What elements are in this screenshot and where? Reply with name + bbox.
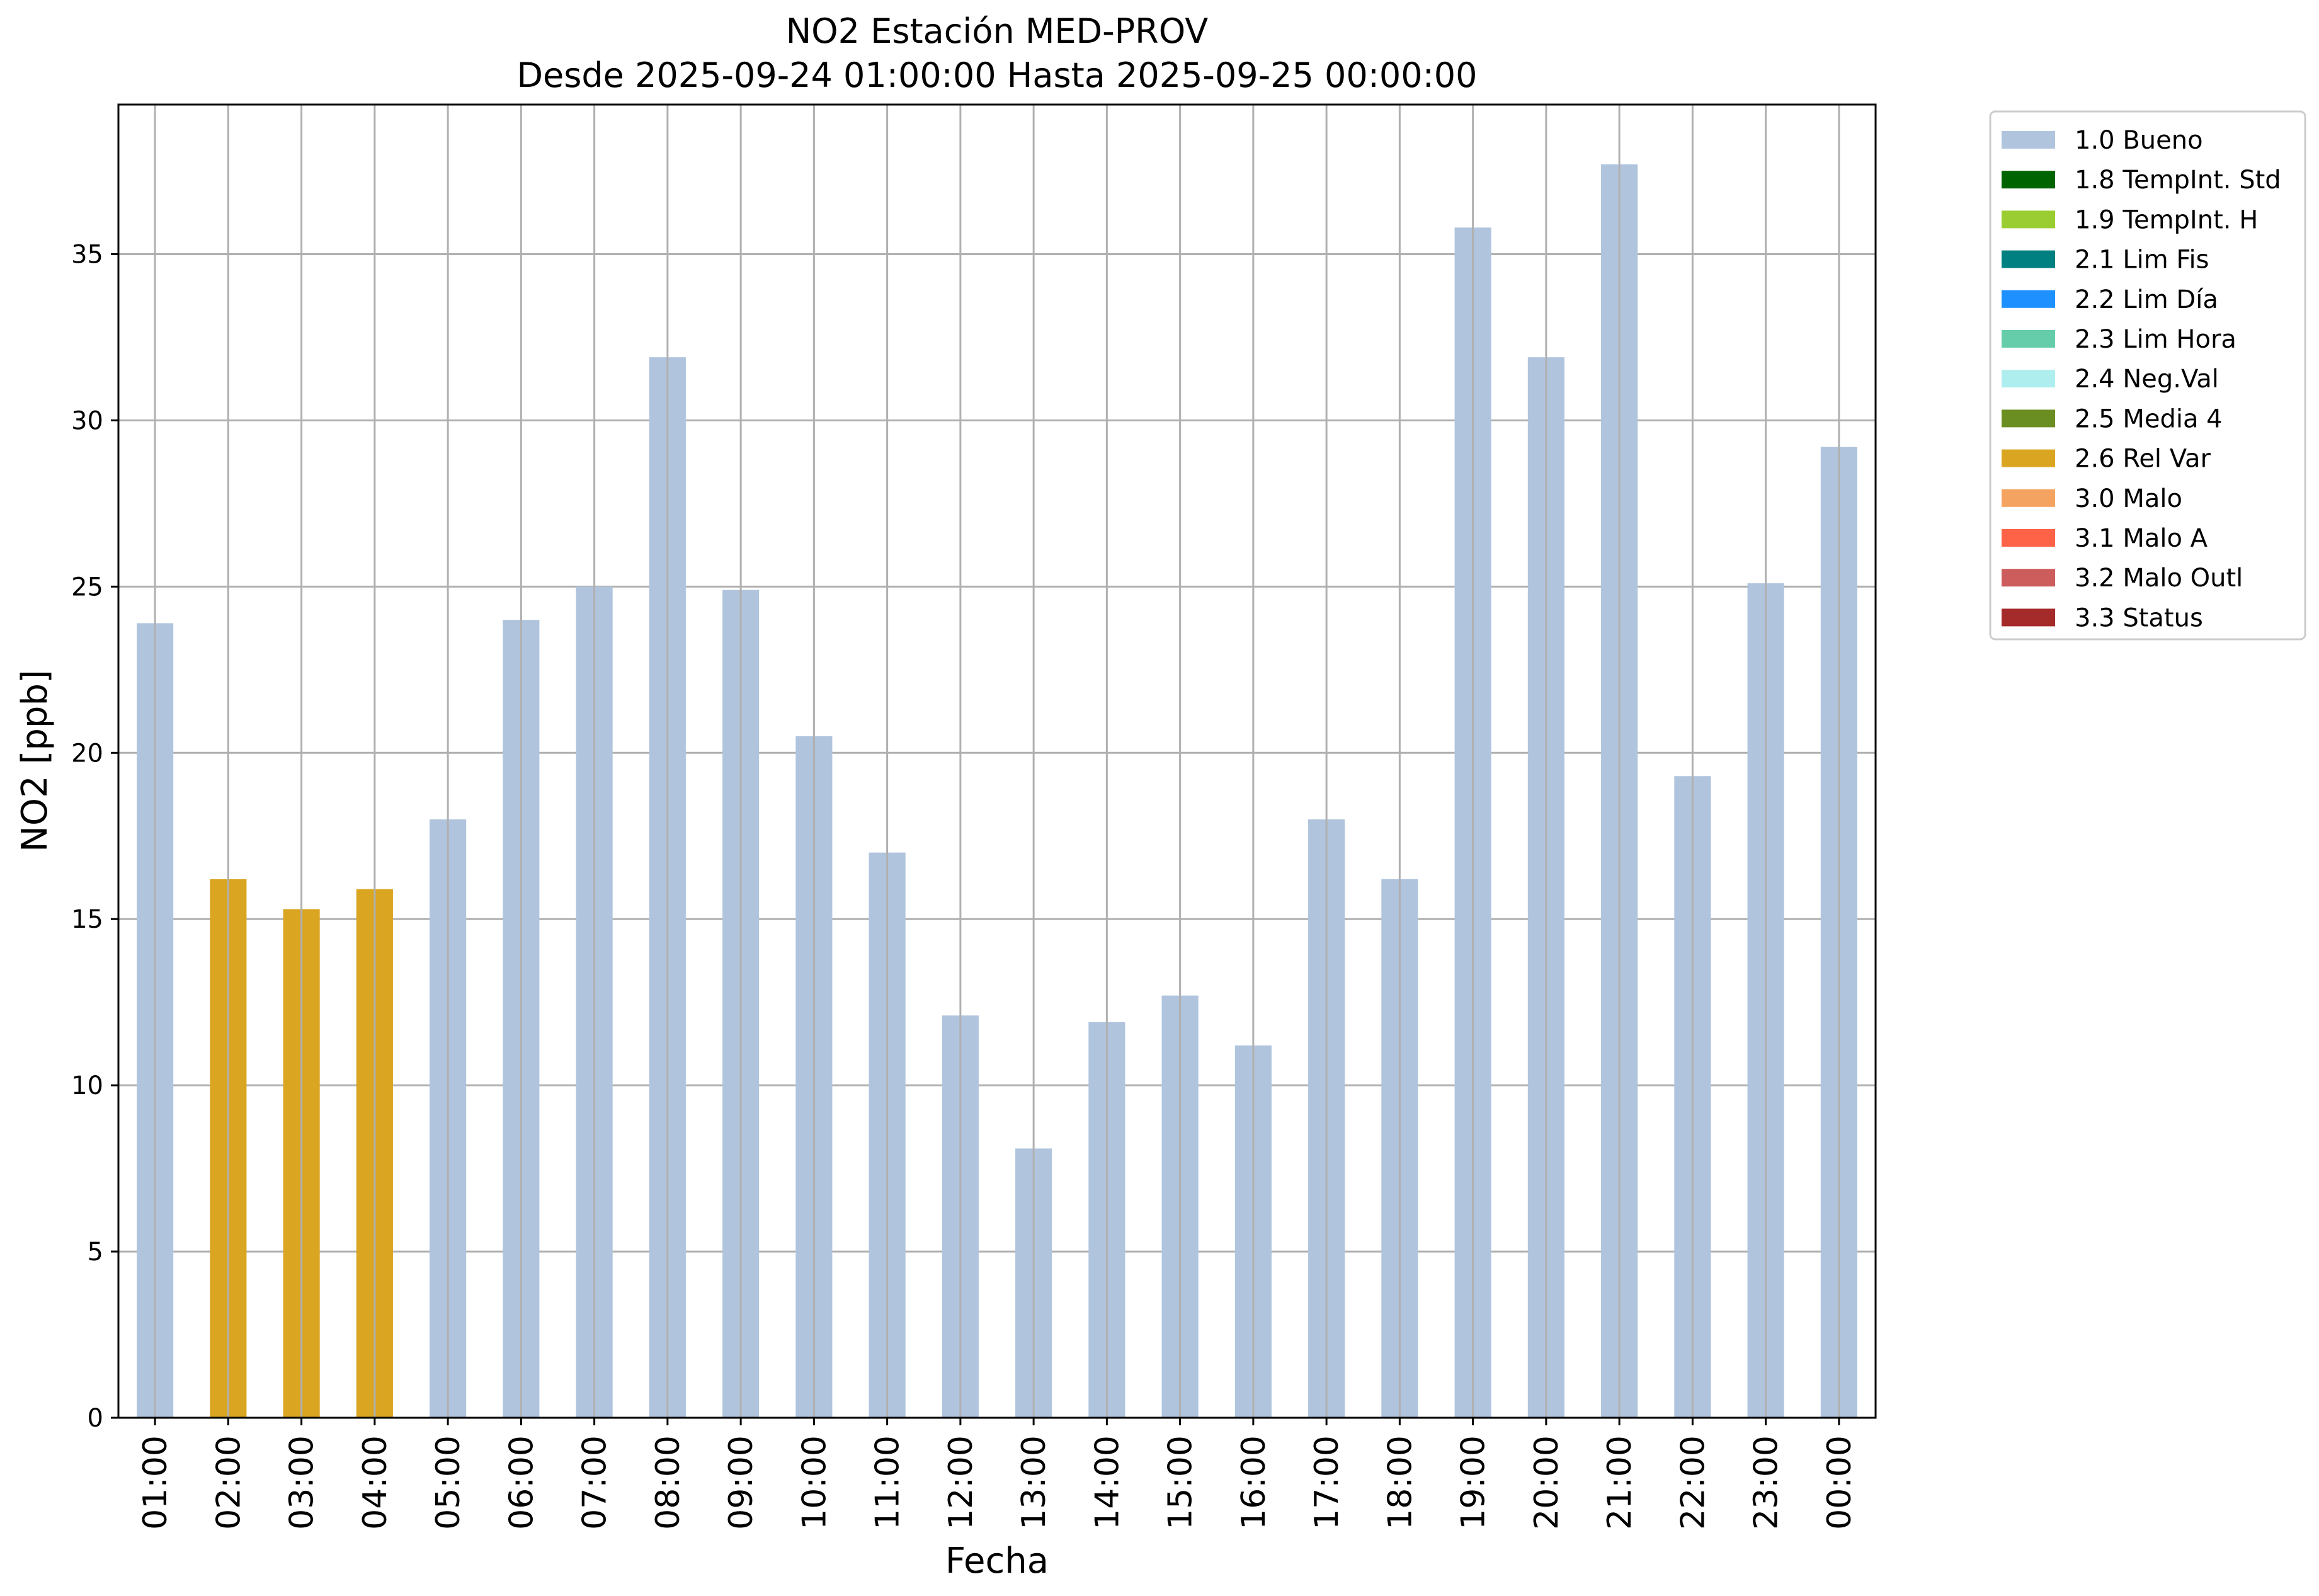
x-tick-label: 12:00 [942,1435,980,1530]
x-tick-label: 06:00 [503,1435,540,1530]
legend-label: 2.1 Lim Fis [2075,246,2209,275]
x-tick-label: 08:00 [649,1435,687,1530]
y-tick-label: 25 [71,573,103,601]
legend-swatch [2002,608,2055,627]
x-tick-label: 14:00 [1088,1435,1126,1530]
x-axis-label: Fecha [945,1541,1049,1582]
legend-swatch [2002,290,2055,308]
legend-swatch [2002,409,2055,428]
y-axis: 0 5 10 15 20 25 30 35 [71,241,118,1433]
legend-label: 3.0 Malo [2075,484,2182,513]
y-tick-label: 35 [71,241,103,270]
legend-label: 3.3 Status [2075,603,2203,632]
legend-label: 2.4 Neg.Val [2075,365,2219,394]
legend: 1.0 Bueno 1.8 TempInt. Std 1.9 TempInt. H 2… [1989,110,2306,641]
legend-label: 1.9 TempInt. H [2075,205,2258,234]
plot-frame [117,103,1877,1419]
legend-label: 2.3 Lim Hora [2075,325,2236,354]
legend-label: 3.2 Malo Outl [2075,564,2243,593]
legend-box [1989,110,2306,641]
x-tick-label: 10:00 [795,1435,833,1530]
plot-background [118,105,1876,1418]
y-tick-label: 0 [88,1404,103,1433]
y-tick-label: 15 [71,905,103,934]
x-tick-label: 15:00 [1162,1435,1200,1530]
legend-label: 1.0 Bueno [2075,126,2203,155]
x-tick-label: 00:00 [1821,1435,1859,1530]
x-tick-label: 13:00 [1015,1435,1053,1530]
x-tick-label: 09:00 [722,1435,760,1530]
chart-subtitle: Desde 2025-09-24 01:00:00 Hasta 2025-09-… [516,55,1477,95]
y-tick-label: 10 [71,1071,103,1100]
x-tick-label: 16:00 [1235,1435,1273,1530]
x-tick-label: 23:00 [1748,1435,1786,1530]
chart-title: NO2 Estación MED-PROV [786,11,1208,51]
legend-label: 2.6 Rel Var [2075,445,2211,474]
legend-swatch [2002,529,2055,547]
legend-swatch [2002,131,2055,149]
y-tick-label: 20 [71,739,103,768]
x-tick-label: 21:00 [1601,1435,1639,1530]
legend-label: 2.5 Media 4 [2075,404,2223,433]
x-tick-label: 22:00 [1674,1435,1712,1530]
bars [137,164,1857,1418]
x-axis: 01:00 02:00 03:00 04:00 05:00 06:00 07:00 08:00… [137,1418,1859,1530]
legend-label: 1.8 TempInt. Std [2075,166,2281,195]
x-tick-label: 11:00 [869,1435,907,1530]
x-tick-label: 19:00 [1455,1435,1493,1530]
legend-swatch [2002,569,2055,587]
x-tick-label: 04:00 [356,1435,394,1530]
x-tick-label: 18:00 [1381,1435,1419,1530]
y-axis-label: NO2 [ppb] [14,670,55,852]
legend-swatch [2002,210,2055,229]
legend-swatch [2002,370,2055,388]
x-tick-label: 07:00 [576,1435,614,1530]
legend-swatch [2002,250,2055,268]
y-tick-label: 5 [88,1238,103,1267]
legend-label: 3.1 Malo A [2075,524,2208,553]
x-tick-label: 03:00 [283,1435,321,1530]
legend-swatch [2002,171,2055,189]
legend-swatch [2002,330,2055,348]
legend-swatch [2002,449,2055,467]
x-tick-label: 05:00 [430,1435,467,1530]
legend-swatch [2002,489,2055,507]
x-tick-label: 02:00 [210,1435,248,1530]
y-tick-label: 30 [71,406,103,435]
plot-area [117,103,1877,1419]
legend-label: 2.2 Lim Día [2075,285,2218,314]
x-tick-label: 01:00 [137,1435,174,1530]
x-tick-label: 17:00 [1308,1435,1346,1530]
x-tick-label: 20:00 [1528,1435,1566,1530]
legend-entries: 1.0 Bueno 1.8 TempInt. Std 1.9 TempInt. H 2… [2002,126,2281,632]
